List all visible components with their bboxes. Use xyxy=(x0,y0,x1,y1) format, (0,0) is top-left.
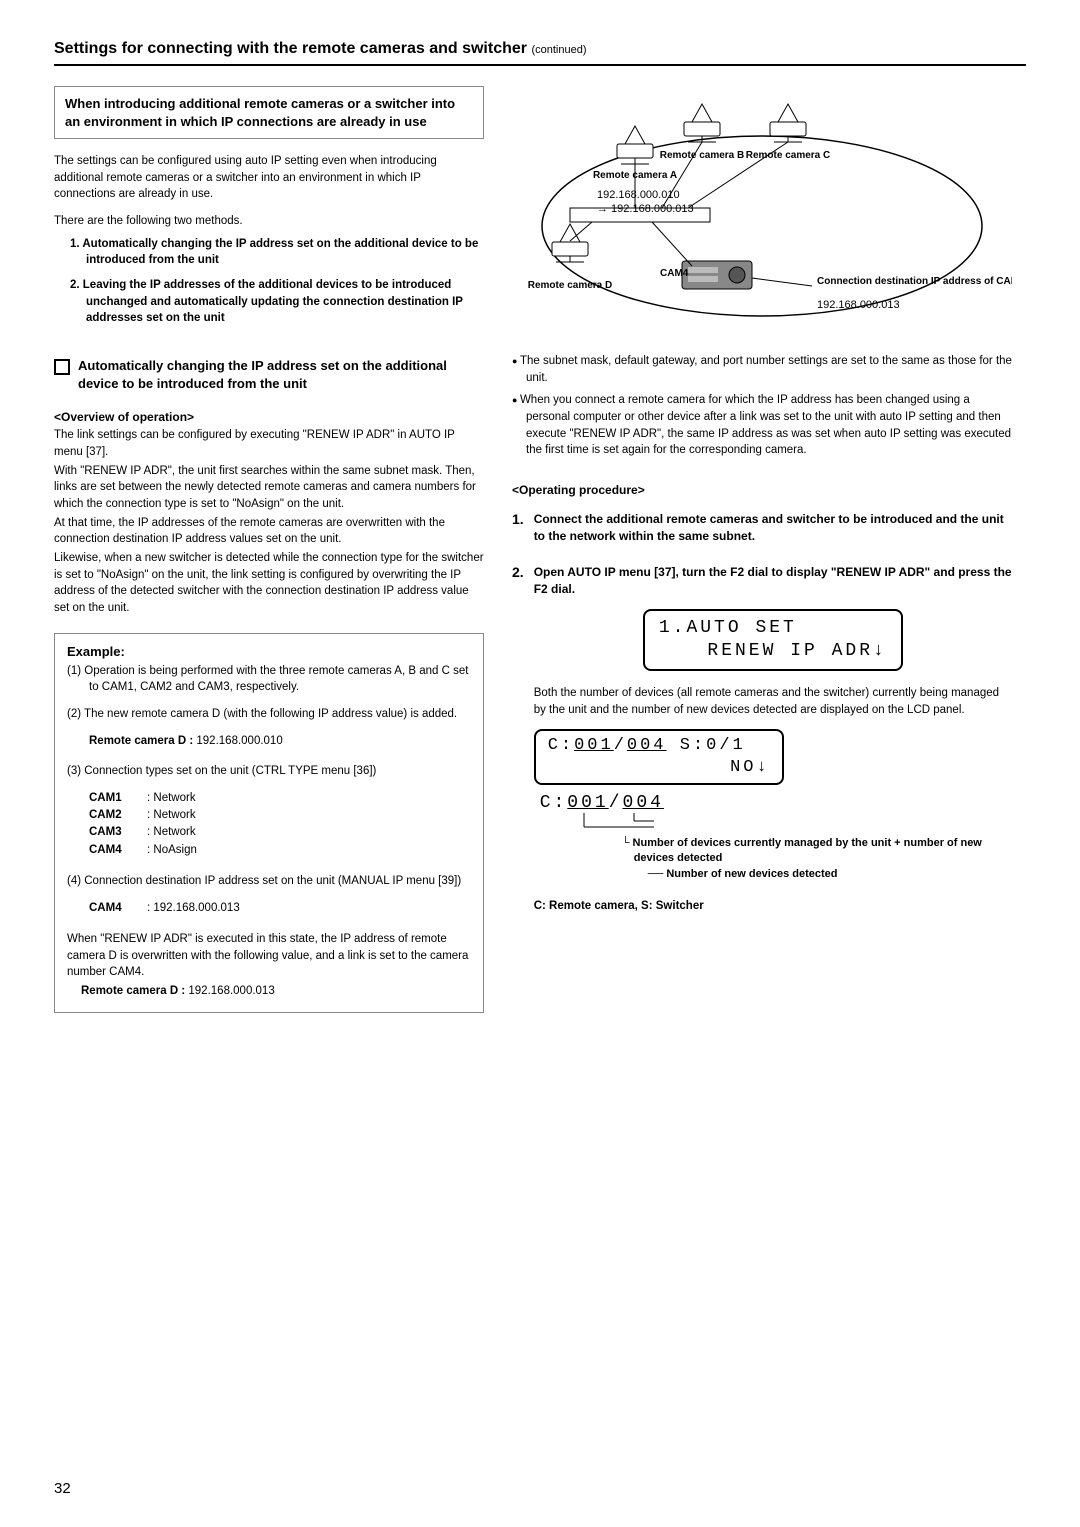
lcd2-line1: C:001/004 S:0/1 xyxy=(548,735,770,757)
cam-row-4: CAM4: NoAsign xyxy=(67,842,471,859)
svg-text:Remote camera C: Remote camera C xyxy=(746,150,830,161)
page-header: Settings for connecting with the remote … xyxy=(54,40,1026,66)
example-item-3: (3) Connection types set on the unit (CT… xyxy=(67,763,471,780)
example-result-ip: 192.168.000.013 xyxy=(188,985,274,997)
square-heading-text: Automatically changing the IP address se… xyxy=(78,357,484,392)
step-2-note: Both the number of devices (all remote c… xyxy=(534,685,1012,718)
example-item-4: (4) Connection destination IP address se… xyxy=(67,873,471,890)
left-column: When introducing additional remote camer… xyxy=(54,86,484,1013)
overview-p4: Likewise, when a new switcher is detecte… xyxy=(54,550,484,617)
overview-p1: The link settings can be configured by e… xyxy=(54,427,484,460)
step-2: 2. Open AUTO IP menu [37], turn the F2 d… xyxy=(512,564,1012,912)
lcd1-line1: 1.AUTO SET xyxy=(659,617,887,640)
example-item-2-sub: Remote camera D : 192.168.000.010 xyxy=(67,733,471,750)
lcd-display-1: 1.AUTO SET RENEW IP ADR↓ xyxy=(643,609,903,672)
intro-paragraph-1: The settings can be configured using aut… xyxy=(54,153,484,203)
header-continued: (continued) xyxy=(531,44,586,56)
overview-title: <Overview of operation> xyxy=(54,410,484,424)
step-1-num: 1. xyxy=(512,511,524,546)
lcd3-text: C:001/004 xyxy=(540,793,1012,813)
example-item-2: (2) The new remote camera D (with the fo… xyxy=(67,706,471,723)
lcd-display-2: C:001/004 S:0/1 NO↓ xyxy=(534,729,784,785)
page-number: 32 xyxy=(54,1480,71,1497)
annotation-arrows-icon xyxy=(564,813,804,831)
svg-text:Remote camera D: Remote camera D xyxy=(528,280,612,291)
cam-row-2: CAM2: Network xyxy=(67,807,471,824)
example-item-1: (1) Operation is being performed with th… xyxy=(67,663,471,696)
step-1-body: Connect the additional remote cameras an… xyxy=(534,511,1012,546)
svg-text:CAM4: CAM4 xyxy=(660,268,689,279)
bullet-1: The subnet mask, default gateway, and po… xyxy=(512,353,1012,386)
lcd-explain-row: C:001/004 └ Number of devices currently … xyxy=(534,793,1012,882)
network-diagram: Remote camera A Remote camera B Remote c… xyxy=(512,86,1012,336)
svg-text:Connection destination IP addr: Connection destination IP address of CAM… xyxy=(817,276,1012,287)
overview-p2: With "RENEW IP ADR", the unit first sear… xyxy=(54,463,484,513)
example-title: Example: xyxy=(67,644,471,659)
step-1: 1. Connect the additional remote cameras… xyxy=(512,511,1012,546)
step-2-num: 2. xyxy=(512,564,524,912)
example-result-line: Remote camera D : 192.168.000.013 xyxy=(67,983,471,1000)
svg-text:192.168.000.013: 192.168.000.013 xyxy=(817,299,900,311)
section-box-title: When introducing additional remote camer… xyxy=(54,86,484,139)
step-2-body: Open AUTO IP menu [37], turn the F2 dial… xyxy=(534,564,1012,599)
cs-note: C: Remote camera, S: Switcher xyxy=(534,900,1012,912)
bullet-2: When you connect a remote camera for whi… xyxy=(512,392,1012,459)
header-title-text: Settings for connecting with the remote … xyxy=(54,40,527,57)
cam-row-3: CAM3: Network xyxy=(67,824,471,841)
example-item-4-cam: CAM4: 192.168.000.013 xyxy=(67,900,471,917)
cam-row-1: CAM1: Network xyxy=(67,790,471,807)
example-item-2-ip: 192.168.000.010 xyxy=(196,735,282,747)
overview-p3: At that time, the IP addresses of the re… xyxy=(54,515,484,548)
example-box: Example: (1) Operation is being performe… xyxy=(54,633,484,1013)
annotation-block: └ Number of devices currently managed by… xyxy=(534,836,1012,882)
intro-paragraph-2: There are the following two methods. xyxy=(54,213,484,230)
annot-2: ── Number of new devices detected xyxy=(622,867,1012,882)
right-column: Remote camera A Remote camera B Remote c… xyxy=(512,86,1012,1013)
lcd1-line2: RENEW IP ADR↓ xyxy=(659,640,887,663)
annot-1: └ Number of devices currently managed by… xyxy=(622,836,1012,867)
svg-text:192.168.000.010: 192.168.000.010 xyxy=(597,189,680,201)
content-columns: When introducing additional remote camer… xyxy=(54,86,1026,1013)
methods-list: 1. Automatically changing the IP address… xyxy=(54,236,484,327)
method-1: 1. Automatically changing the IP address… xyxy=(70,236,484,269)
lcd2-line2: NO↓ xyxy=(548,757,770,779)
example-result-label: Remote camera D : xyxy=(81,985,185,997)
bullet-list: The subnet mask, default gateway, and po… xyxy=(512,353,1012,459)
svg-text:Remote camera B: Remote camera B xyxy=(660,150,744,161)
method-2: 2. Leaving the IP addresses of the addit… xyxy=(70,277,484,327)
example-result: When "RENEW IP ADR" is executed in this … xyxy=(67,931,471,981)
svg-text:→ 192.168.000.013: → 192.168.000.013 xyxy=(597,203,694,215)
example-item-2-label: Remote camera D : xyxy=(89,735,193,747)
lcd-display-2-wrap: C:001/004 S:0/1 NO↓ xyxy=(534,729,1012,785)
svg-text:Remote camera A: Remote camera A xyxy=(593,170,677,181)
procedure-heading: <Operating procedure> xyxy=(512,483,1012,497)
square-heading: Automatically changing the IP address se… xyxy=(54,357,484,392)
